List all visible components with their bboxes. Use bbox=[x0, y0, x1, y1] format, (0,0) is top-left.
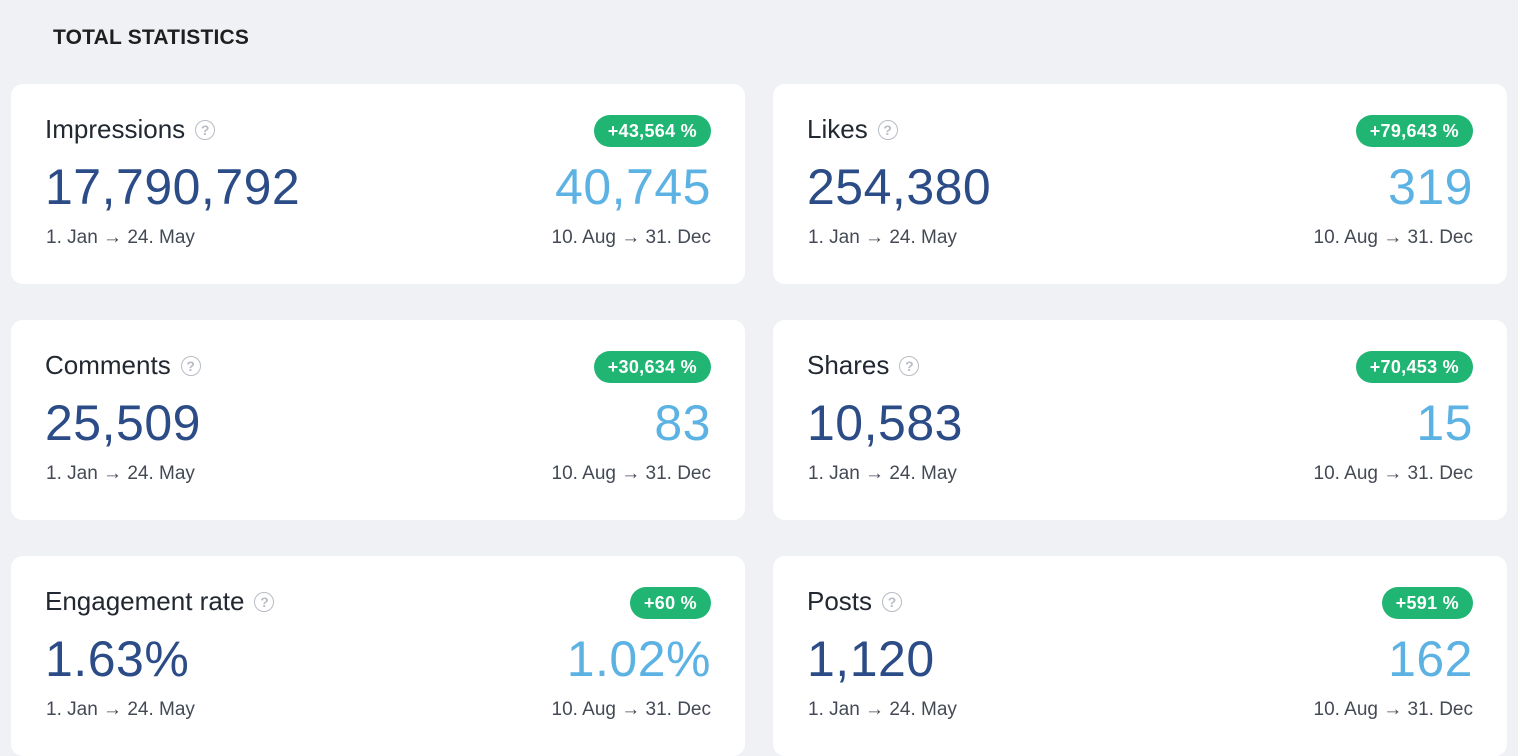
change-badge: +79,643 % bbox=[1355, 115, 1473, 147]
card-header: Posts ? bbox=[807, 586, 903, 617]
change-badge: +591 % bbox=[1381, 587, 1473, 619]
help-icon[interactable]: ? bbox=[254, 591, 275, 612]
current-value: 1,120 bbox=[807, 631, 935, 687]
stat-card-engagement-rate: Engagement rate ? +60 % 1.63% 1.02% 1. J… bbox=[11, 556, 745, 756]
comparison-date-range: 10. Aug → 31. Dec bbox=[551, 227, 712, 248]
change-badge: +70,453 % bbox=[1355, 351, 1473, 383]
card-header: Likes ? bbox=[807, 114, 898, 145]
change-badge: +30,634 % bbox=[593, 351, 711, 383]
card-title: Engagement rate bbox=[45, 586, 245, 616]
comparison-date-range: 10. Aug → 31. Dec bbox=[551, 463, 712, 484]
change-badge: +43,564 % bbox=[593, 115, 711, 147]
card-header: Shares ? bbox=[807, 350, 920, 381]
card-header: Impressions ? bbox=[45, 114, 216, 145]
current-value: 1.63% bbox=[45, 631, 190, 687]
help-icon[interactable]: ? bbox=[899, 355, 920, 376]
help-icon[interactable]: ? bbox=[877, 119, 898, 140]
card-title: Shares bbox=[807, 350, 890, 380]
stat-card-comments: Comments ? +30,634 % 25,509 83 1. Jan → … bbox=[11, 320, 745, 520]
stat-card-shares: Shares ? +70,453 % 10,583 15 1. Jan → 24… bbox=[773, 320, 1507, 520]
current-value: 254,380 bbox=[807, 159, 992, 215]
card-title: Likes bbox=[807, 114, 868, 144]
current-date-range: 1. Jan → 24. May bbox=[808, 699, 957, 720]
comparison-date-range: 10. Aug → 31. Dec bbox=[1313, 699, 1474, 720]
card-title: Comments bbox=[45, 350, 171, 380]
comparison-date-range: 10. Aug → 31. Dec bbox=[551, 699, 712, 720]
comparison-value: 40,745 bbox=[555, 159, 711, 215]
card-header: Engagement rate ? bbox=[45, 586, 275, 617]
change-badge: +60 % bbox=[629, 587, 711, 619]
comparison-value: 83 bbox=[654, 395, 711, 451]
help-icon[interactable]: ? bbox=[180, 355, 201, 376]
help-icon[interactable]: ? bbox=[882, 591, 903, 612]
stat-card-posts: Posts ? +591 % 1,120 162 1. Jan → 24. Ma… bbox=[773, 556, 1507, 756]
comparison-value: 319 bbox=[1388, 159, 1473, 215]
current-value: 17,790,792 bbox=[45, 159, 301, 215]
current-date-range: 1. Jan → 24. May bbox=[808, 227, 957, 248]
comparison-value: 1.02% bbox=[566, 631, 711, 687]
current-date-range: 1. Jan → 24. May bbox=[46, 463, 195, 484]
comparison-value: 15 bbox=[1416, 395, 1473, 451]
help-icon[interactable]: ? bbox=[195, 119, 216, 140]
current-date-range: 1. Jan → 24. May bbox=[46, 699, 195, 720]
current-value: 10,583 bbox=[807, 395, 963, 451]
comparison-date-range: 10. Aug → 31. Dec bbox=[1313, 227, 1474, 248]
card-title: Posts bbox=[807, 586, 873, 616]
current-date-range: 1. Jan → 24. May bbox=[808, 463, 957, 484]
current-value: 25,509 bbox=[45, 395, 201, 451]
card-header: Comments ? bbox=[45, 350, 201, 381]
current-date-range: 1. Jan → 24. May bbox=[46, 227, 195, 248]
comparison-value: 162 bbox=[1388, 631, 1473, 687]
stat-card-impressions: Impressions ? +43,564 % 17,790,792 40,74… bbox=[11, 84, 745, 284]
section-title: TOTAL STATISTICS bbox=[53, 26, 250, 49]
stat-card-likes: Likes ? +79,643 % 254,380 319 1. Jan → 2… bbox=[773, 84, 1507, 284]
card-title: Impressions bbox=[45, 114, 186, 144]
comparison-date-range: 10. Aug → 31. Dec bbox=[1313, 463, 1474, 484]
